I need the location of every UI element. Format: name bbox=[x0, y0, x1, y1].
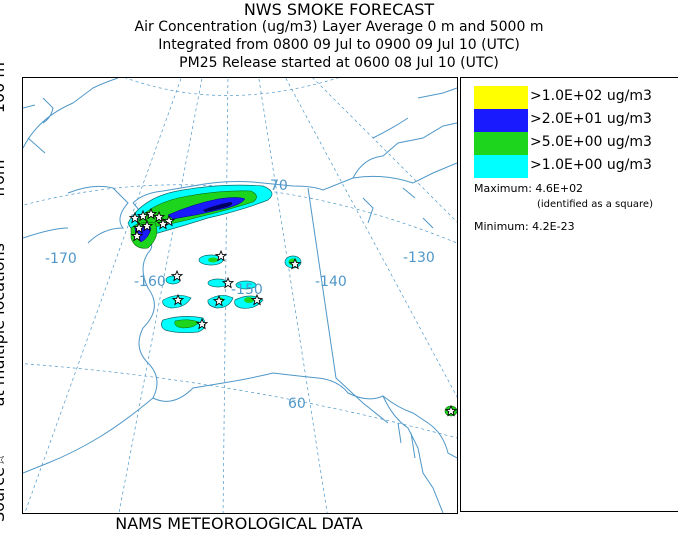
meridian-140 bbox=[258, 78, 328, 513]
side-label-height: 100 m bbox=[0, 62, 8, 114]
canada-inlet bbox=[362, 197, 374, 224]
legend-maximum-note: (identified as a square) bbox=[537, 199, 653, 210]
legend-swatch-level1 bbox=[474, 86, 528, 109]
aleutians bbox=[23, 397, 154, 474]
graticule-labels: -170 -160 -150 -140 -130 70 60 bbox=[45, 178, 435, 412]
fire-sources bbox=[129, 208, 457, 416]
forecast-subtitle-integration: Integrated from 0800 09 Jul to 0900 09 J… bbox=[158, 37, 520, 53]
label-lat-60: 60 bbox=[288, 396, 306, 412]
side-label-from: from bbox=[0, 159, 8, 197]
label-lon-170: -170 bbox=[45, 251, 77, 267]
coast-panhandle bbox=[382, 395, 444, 513]
coast-siberia bbox=[23, 78, 119, 154]
coast-alaska-north bbox=[132, 162, 457, 204]
legend-swatch-level2 bbox=[474, 109, 528, 132]
legend-swatch-level4 bbox=[474, 155, 528, 178]
smoke-plumes bbox=[127, 184, 457, 417]
smoke-map: -170 -160 -150 -140 -130 70 60 bbox=[22, 77, 458, 514]
plume-south-3-core bbox=[244, 297, 254, 303]
meridian-160 bbox=[118, 78, 203, 513]
legend-swatch-level3 bbox=[474, 132, 528, 155]
source-side-label: Source☆ at multiple locations from 100 m bbox=[0, 62, 11, 522]
meridian-130 bbox=[285, 78, 457, 398]
legend-label-level3: >5.0E+00 ug/m3 bbox=[530, 134, 652, 150]
canada-lakes bbox=[402, 187, 434, 229]
data-source-footer: NAMS METEOROLOGICAL DATA bbox=[115, 514, 363, 533]
legend-label-level4: >1.0E+00 ug/m3 bbox=[530, 157, 652, 173]
legend-maximum: Maximum: 4.6E+02 bbox=[474, 182, 584, 195]
label-lon-130: -130 bbox=[403, 250, 435, 266]
side-label-source: Source☆ bbox=[0, 452, 8, 522]
border-alaska-canada bbox=[307, 187, 389, 424]
plume-north-level3 bbox=[167, 197, 246, 220]
lat-circle-80 bbox=[125, 78, 339, 96]
forecast-subtitle-release: PM25 Release started at 0600 08 Jul 10 (… bbox=[179, 55, 499, 71]
forecast-subtitle-concentration: Air Concentration (ug/m3) Layer Average … bbox=[134, 19, 544, 35]
legend-label-level1: >1.0E+02 ug/m3 bbox=[530, 88, 652, 104]
coastline bbox=[23, 78, 457, 513]
label-lon-160: -160 bbox=[134, 274, 166, 290]
label-lon-140: -140 bbox=[315, 274, 347, 290]
label-lat-70: 70 bbox=[270, 178, 288, 194]
legend-minimum: Minimum: 4.2E-23 bbox=[474, 220, 575, 233]
coast-canada-arctic bbox=[352, 87, 457, 179]
coast-siberia-east bbox=[23, 185, 129, 244]
lat-circle-60 bbox=[23, 363, 457, 439]
plume-north-level4 bbox=[203, 202, 233, 212]
concentration-legend: >1.0E+02 ug/m3 >2.0E+01 ug/m3 >5.0E+00 u… bbox=[460, 77, 678, 512]
forecast-title: NWS SMOKE FORECAST bbox=[243, 0, 435, 19]
plume-southwest-core bbox=[174, 319, 200, 329]
coast-alaska-south bbox=[222, 372, 457, 459]
side-label-locations: at multiple locations bbox=[0, 243, 8, 407]
meridian-120 bbox=[312, 78, 457, 223]
plume-center-4 bbox=[235, 280, 257, 290]
legend-label-level2: >2.0E+01 ug/m3 bbox=[530, 111, 652, 127]
meridian-170 bbox=[24, 78, 182, 513]
label-lon-150: -150 bbox=[231, 282, 263, 298]
plume-center-1-core bbox=[208, 257, 218, 263]
